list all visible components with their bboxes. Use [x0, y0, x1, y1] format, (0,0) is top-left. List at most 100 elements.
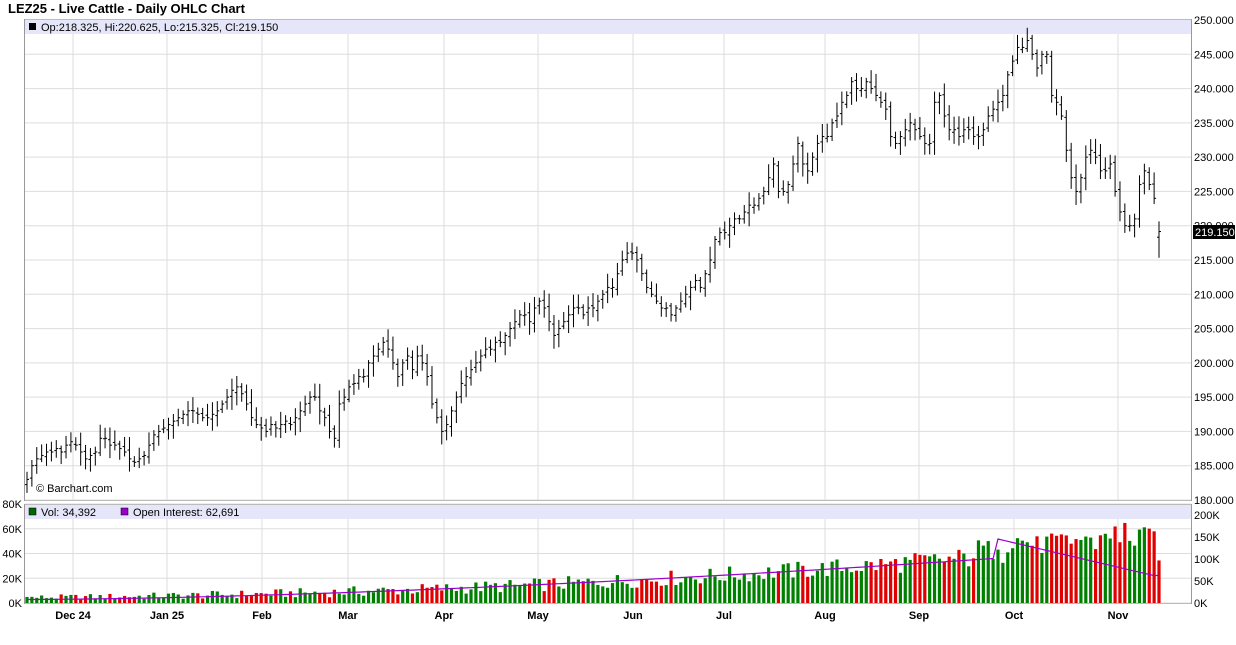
volume-bar [718, 580, 722, 603]
volume-bar [596, 584, 600, 603]
ohlc-bar [39, 444, 44, 463]
ohlc-bar [908, 112, 913, 141]
ohlc-bar [859, 76, 864, 97]
ohlc-bar [312, 383, 317, 401]
volume-bar [445, 584, 449, 603]
ohlc-bar [434, 398, 439, 424]
ohlc-bar [527, 302, 532, 335]
ohlc-bar [815, 134, 820, 173]
ohlc-bar [1122, 203, 1127, 233]
volume-bar [381, 587, 385, 603]
ohlc-bar [1132, 213, 1137, 238]
volume-bar [840, 571, 844, 603]
ohlc-bar [381, 336, 386, 356]
volume-axis: 0K 20K 40K 60K 80K [2, 499, 22, 610]
volume-bar [693, 579, 698, 603]
volume-bar [971, 558, 976, 603]
ohlc-bar [1054, 89, 1059, 116]
open-interest-tick-label: 200K [1194, 510, 1220, 522]
ohlc-bar [410, 350, 415, 380]
ohlc-bar [1152, 172, 1157, 205]
ohlc-bar [659, 296, 664, 317]
ohlc-bar [712, 235, 717, 269]
price-axis: 180.000 185.000 190.000 195.000 200.000 205.0… [1194, 15, 1234, 507]
ohlc-bar [937, 92, 942, 115]
ohlc-bar [781, 180, 786, 196]
ohlc-bar [303, 395, 308, 417]
volume-bar [606, 587, 610, 603]
volume-bar [498, 592, 502, 603]
volume-bar [537, 578, 541, 603]
ohlc-bar [952, 116, 957, 144]
ohlc-bar [913, 118, 918, 141]
ohlc-bar [488, 339, 493, 356]
date-tick-label: Feb [252, 610, 272, 622]
ohlc-bar [864, 77, 869, 99]
ohlc-bar [512, 309, 517, 340]
volume-bar [518, 585, 522, 603]
volume-bar [254, 592, 258, 603]
ohlc-bar [761, 186, 766, 205]
volume-bar [845, 567, 849, 603]
volume-bar [815, 570, 820, 603]
ohlc-bar [459, 370, 464, 404]
volume-bar [820, 563, 824, 603]
ohlc-bar [54, 440, 59, 458]
ohlc-bar [371, 345, 376, 377]
ohlc-bar [64, 435, 69, 459]
ohlc-bar [644, 269, 649, 294]
volume-bar [347, 588, 351, 603]
volume-bar [1006, 552, 1010, 603]
volume-bar [801, 565, 805, 603]
volume-bar [420, 584, 424, 603]
volume-bar [557, 586, 561, 603]
volume-bar [352, 586, 356, 603]
volume-bar [1098, 535, 1103, 603]
price-tick-label: 230.000 [1194, 152, 1234, 164]
date-tick-label: Aug [814, 610, 835, 622]
ohlc-bar [551, 315, 556, 349]
ohlc-bar [473, 350, 478, 374]
volume-bar [957, 549, 961, 603]
ohlc-bar [376, 342, 381, 362]
volume-bar [410, 593, 415, 603]
ohlc-bar [1025, 27, 1030, 52]
ohlc-bar [639, 253, 644, 281]
ohlc-bar [688, 280, 693, 311]
ohlc-bar [869, 70, 874, 94]
ohlc-bar [454, 391, 459, 424]
ohlc-bar [420, 344, 425, 371]
ohlc-bar [166, 417, 171, 440]
volume-bar [249, 595, 254, 603]
volume-bar [879, 558, 883, 603]
volume-bar [488, 584, 493, 603]
volume-bar [122, 595, 127, 603]
ohlc-bar [293, 408, 298, 436]
volume-bar [581, 581, 585, 603]
ohlc-bar [756, 193, 761, 211]
volume-bar [313, 591, 317, 603]
volume-bar [303, 592, 307, 603]
ohlc-bar [195, 407, 200, 425]
ohlc-bar [142, 450, 147, 466]
volume-bar [542, 591, 546, 603]
open-interest-axis: 0K 50K 100K 150K 200K [1194, 510, 1220, 610]
volume-bar [1025, 542, 1029, 603]
ohlc-bar [1142, 163, 1147, 195]
volume-bar [230, 594, 234, 603]
volume-bar [976, 540, 981, 603]
ohlc-bar [93, 446, 98, 466]
ohlc-bar [732, 212, 737, 236]
volume-bar [757, 575, 761, 603]
volume-bar [425, 587, 429, 603]
volume-bar [293, 597, 297, 603]
date-axis: Dec 24 Jan 25 Feb Mar Apr May Jun Jul Aug Sep Oct N… [55, 610, 1129, 622]
volume-bar [1093, 549, 1098, 603]
ohlc-bar [634, 246, 639, 273]
ohlc-bar [678, 292, 683, 313]
volume-bar [430, 587, 434, 603]
ohlc-bar [834, 102, 839, 129]
volume-tick-label: 40K [2, 549, 22, 561]
ohlc-bar [927, 133, 932, 155]
ohlc-bar [386, 329, 391, 358]
